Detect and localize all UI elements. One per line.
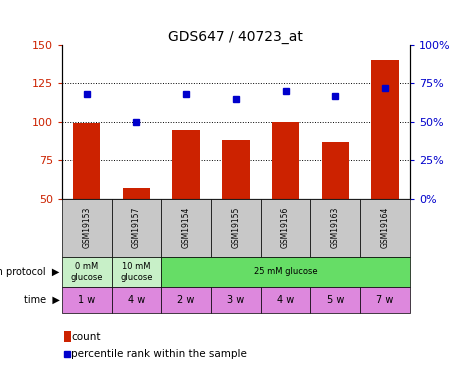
Bar xyxy=(261,199,311,257)
Text: GSM19155: GSM19155 xyxy=(231,207,240,249)
Bar xyxy=(161,257,410,287)
Bar xyxy=(311,199,360,257)
Bar xyxy=(360,287,410,313)
Bar xyxy=(112,199,161,257)
Text: count: count xyxy=(71,333,100,342)
Text: GSM19164: GSM19164 xyxy=(381,207,390,249)
Bar xyxy=(322,142,349,199)
Text: 1 w: 1 w xyxy=(78,295,95,305)
Bar xyxy=(222,140,250,199)
Text: GSM19156: GSM19156 xyxy=(281,207,290,249)
Bar xyxy=(62,199,112,257)
Text: GSM19157: GSM19157 xyxy=(132,207,141,249)
Bar xyxy=(261,287,311,313)
Text: 3 w: 3 w xyxy=(227,295,245,305)
Text: GSM19163: GSM19163 xyxy=(331,207,340,249)
Text: 0 mM
glucose: 0 mM glucose xyxy=(71,262,103,282)
Bar xyxy=(360,199,410,257)
Text: time  ▶: time ▶ xyxy=(24,295,60,305)
Bar xyxy=(161,287,211,313)
Text: percentile rank within the sample: percentile rank within the sample xyxy=(71,350,247,359)
Bar xyxy=(112,287,161,313)
Bar xyxy=(272,122,299,199)
Bar xyxy=(73,123,100,199)
Text: 10 mM
glucose: 10 mM glucose xyxy=(120,262,153,282)
Text: GSM19154: GSM19154 xyxy=(182,207,191,249)
Bar xyxy=(173,130,200,199)
Bar xyxy=(123,188,150,199)
Bar xyxy=(371,60,399,199)
Text: 2 w: 2 w xyxy=(177,295,195,305)
Text: 5 w: 5 w xyxy=(327,295,344,305)
Bar xyxy=(161,199,211,257)
Bar xyxy=(311,287,360,313)
Text: GSM19153: GSM19153 xyxy=(82,207,91,249)
Title: GDS647 / 40723_at: GDS647 / 40723_at xyxy=(169,30,303,44)
Text: growth protocol  ▶: growth protocol ▶ xyxy=(0,267,60,277)
Bar xyxy=(62,287,112,313)
Bar xyxy=(211,199,261,257)
Bar xyxy=(211,287,261,313)
Text: 4 w: 4 w xyxy=(277,295,294,305)
Text: 25 mM glucose: 25 mM glucose xyxy=(254,267,317,276)
Text: 7 w: 7 w xyxy=(376,295,394,305)
Text: 4 w: 4 w xyxy=(128,295,145,305)
Bar xyxy=(112,257,161,287)
Bar xyxy=(62,257,112,287)
